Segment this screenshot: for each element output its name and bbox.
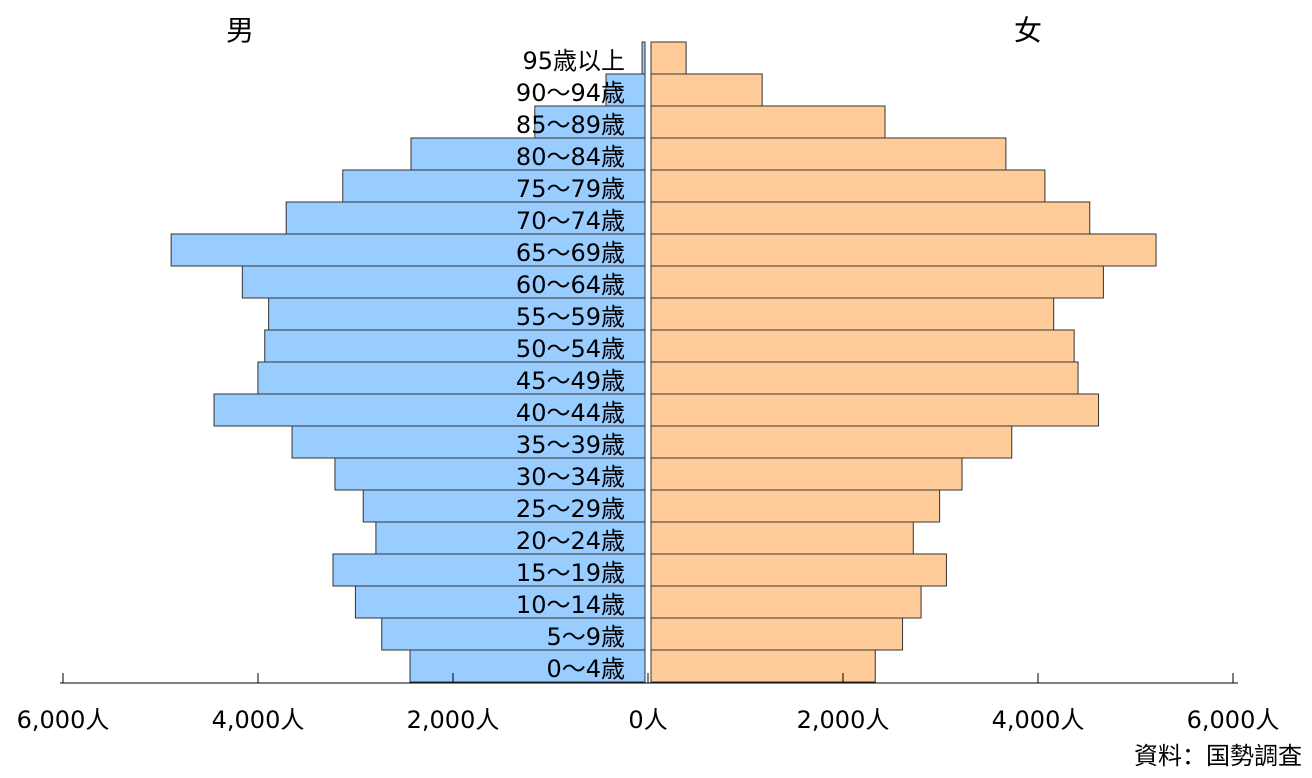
female-bar: [650, 553, 947, 587]
age-group-label: 50～54歳: [516, 335, 625, 363]
male-bar: [291, 425, 646, 459]
x-tick-label: 0人: [628, 706, 667, 734]
male-label: 男: [226, 14, 254, 47]
age-labels-group: 95歳以上 90～94歳 85～89歳 80～84歳 75～79歳 70～74歳 65～69…: [516, 47, 625, 683]
female-bar: [650, 617, 904, 651]
age-group-label: 5～9歳: [546, 623, 625, 651]
age-group-label: 55～59歳: [516, 303, 625, 331]
male-bar: [170, 233, 646, 267]
male-bar: [354, 585, 646, 619]
male-bar: [213, 393, 646, 427]
female-bar: [650, 233, 1157, 267]
age-group-label: 10～14歳: [516, 591, 625, 619]
female-bar: [650, 297, 1055, 331]
male-bar: [332, 553, 646, 587]
age-group-label: 85～89歳: [516, 111, 625, 139]
female-bar: [650, 73, 763, 107]
female-bar: [650, 457, 963, 491]
age-group-label: 20～24歳: [516, 527, 625, 555]
population-pyramid-chart: 男 女 95歳以上 90～94歳 85～89歳 80～84歳 75～79歳 70～74歳 6…: [17, 14, 1280, 734]
female-bar: [650, 489, 941, 523]
female-bar: [650, 425, 1013, 459]
age-group-label: 65～69歳: [516, 239, 625, 267]
male-bar: [362, 489, 646, 523]
age-group-label: 90～94歳: [516, 79, 625, 107]
female-bar: [650, 41, 687, 75]
male-bar: [605, 73, 646, 107]
female-bar: [650, 585, 922, 619]
age-group-label: 35～39歳: [516, 431, 625, 459]
male-bar: [342, 169, 646, 203]
age-group-label: 0～4歳: [546, 655, 625, 683]
female-bar: [650, 329, 1075, 363]
x-tick-label: 4,000人: [212, 706, 305, 734]
male-bar: [268, 297, 646, 331]
bars-group: [170, 41, 1157, 683]
age-group-label: 15～19歳: [516, 559, 625, 587]
female-bar: [650, 105, 886, 139]
x-tick-label: 6,000人: [1187, 706, 1280, 734]
male-bar: [409, 649, 646, 683]
x-tick-label: 4,000人: [992, 706, 1085, 734]
male-bar: [257, 361, 646, 395]
female-bar: [650, 265, 1104, 299]
female-bar: [650, 393, 1100, 427]
male-bar: [641, 41, 646, 75]
male-bar: [410, 137, 646, 171]
age-group-label: 70～74歳: [516, 207, 625, 235]
age-group-label: 45～49歳: [516, 367, 625, 395]
x-axis-ticks: 6,000人 4,000人 2,000人 0人 2,000人 4,000人 6,000人: [17, 673, 1280, 734]
age-group-label: 30～34歳: [516, 463, 625, 491]
x-tick-label: 6,000人: [17, 706, 110, 734]
female-bar: [650, 649, 876, 683]
x-tick-label: 2,000人: [407, 706, 500, 734]
female-bar: [650, 169, 1046, 203]
female-bar: [650, 201, 1091, 235]
age-group-label: 40～44歳: [516, 399, 625, 427]
female-bar: [650, 361, 1079, 395]
age-group-label: 60～64歳: [516, 271, 625, 299]
male-bar: [381, 617, 646, 651]
age-group-label: 80～84歳: [516, 143, 625, 171]
source-note: 資料：国勢調査: [1134, 742, 1302, 770]
male-bar: [534, 105, 646, 139]
age-group-label: 95歳以上: [522, 47, 625, 75]
age-group-label: 75～79歳: [516, 175, 625, 203]
x-tick-label: 2,000人: [797, 706, 890, 734]
age-group-label: 25～29歳: [516, 495, 625, 523]
female-bar: [650, 521, 914, 555]
female-label: 女: [1014, 14, 1042, 47]
female-bar: [650, 137, 1007, 171]
